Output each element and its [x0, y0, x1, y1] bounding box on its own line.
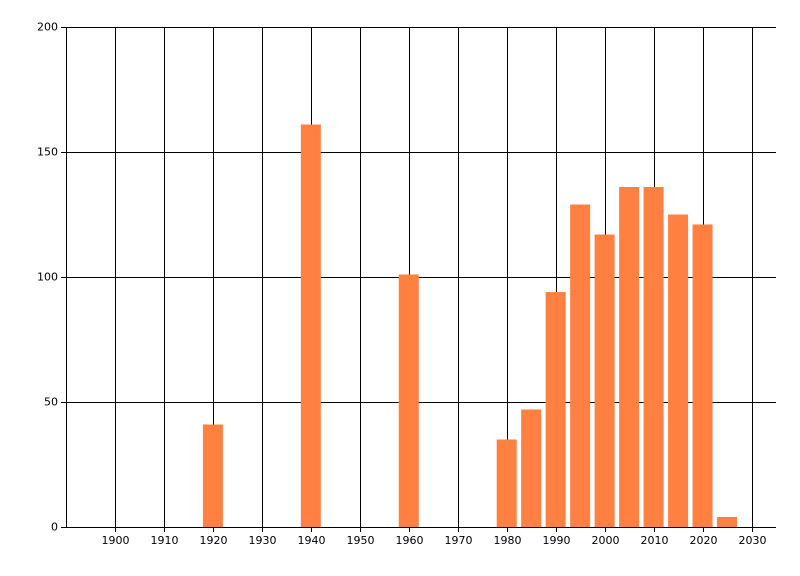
bar	[545, 292, 566, 527]
y-tick-label: 200	[37, 21, 58, 34]
bar	[692, 224, 713, 527]
bar	[300, 124, 321, 527]
x-tick-label: 1920	[200, 534, 228, 547]
bar	[643, 187, 664, 527]
x-tick-label: 1900	[102, 534, 130, 547]
x-tick-label: 2000	[592, 534, 620, 547]
bar	[570, 204, 591, 527]
y-tick-label: 50	[44, 396, 58, 409]
bar	[496, 439, 517, 527]
x-tick-label: 1960	[396, 534, 424, 547]
x-tick-label: 1940	[298, 534, 326, 547]
x-tick-label: 1950	[347, 534, 375, 547]
bar	[619, 187, 640, 527]
x-tick-label: 2030	[739, 534, 767, 547]
y-tick-label: 0	[51, 521, 58, 534]
bar	[398, 274, 419, 527]
x-tick-label: 2010	[641, 534, 669, 547]
x-tick-label: 1990	[543, 534, 571, 547]
bar	[668, 214, 689, 527]
x-tick-label: 1930	[249, 534, 277, 547]
x-tick-label: 1910	[151, 534, 179, 547]
y-tick-label: 150	[37, 146, 58, 159]
bar	[717, 517, 738, 527]
bar	[521, 409, 542, 527]
x-tick-label: 1970	[445, 534, 473, 547]
y-tick-label: 100	[37, 271, 58, 284]
bar	[594, 234, 615, 527]
x-tick-label: 2020	[690, 534, 718, 547]
bar	[202, 424, 223, 527]
x-tick-label: 1980	[494, 534, 522, 547]
